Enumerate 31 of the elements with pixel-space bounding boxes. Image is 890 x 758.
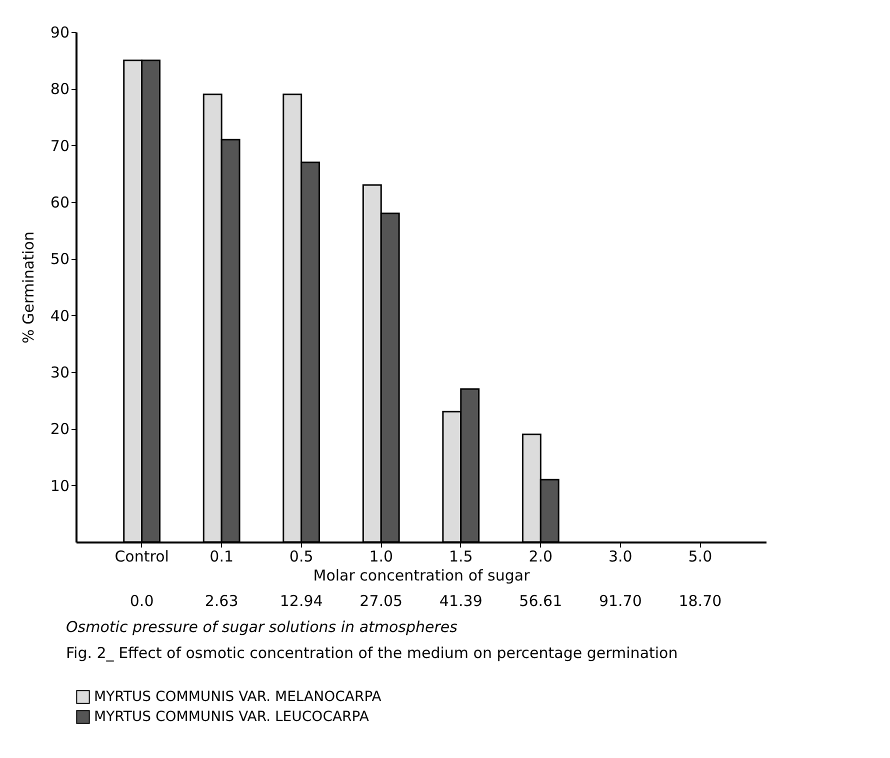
legend-label: MYRTUS COMMUNIS VAR. LEUCOCARPA [94, 709, 370, 725]
y-tick-label: 20 [50, 420, 70, 438]
y-tick-label: 80 [50, 80, 70, 98]
x-tick-label: 2.0 [528, 548, 553, 566]
y-tick-label: 70 [50, 136, 70, 155]
y-tick-label: 50 [50, 250, 70, 268]
text: 2.63 [204, 592, 238, 610]
text: 56.61 [519, 592, 562, 610]
x-tick-label: 0.5 [289, 548, 314, 566]
y-tick-label: 10 [50, 476, 70, 495]
y-tick-label: 40 [50, 306, 70, 325]
x-tick-label: 0.1 [210, 548, 234, 566]
y-tick-label: 90 [50, 24, 70, 42]
text: 41.39 [439, 592, 482, 610]
text: 27.05 [360, 592, 403, 610]
text: 0.0 [130, 592, 154, 610]
text: Osmotic pressure of sugar solutions in atmospheres [66, 618, 458, 636]
x-axis-title: Molar concentration of sugar [313, 566, 531, 584]
x-tick-label: Control [114, 548, 169, 566]
text: 18.70 [678, 592, 722, 610]
legend-label: MYRTUS COMMUNIS VAR. MELANOCARPA [94, 689, 382, 705]
y-axis-title: % Germination [19, 232, 38, 344]
y-tick-label: 30 [50, 364, 70, 382]
x-tick-label: 5.0 [688, 548, 712, 566]
x-tick-label: 1.0 [369, 548, 394, 566]
x-tick-label: 1.5 [448, 548, 473, 566]
x-tick-label: 3.0 [608, 548, 632, 566]
text: 91.70 [598, 592, 642, 610]
text: 12.94 [280, 592, 323, 610]
caption: Fig. 2_ Effect of osmotic concentration of the medium on percentage germination [66, 644, 678, 662]
y-tick-label: 60 [50, 194, 70, 212]
